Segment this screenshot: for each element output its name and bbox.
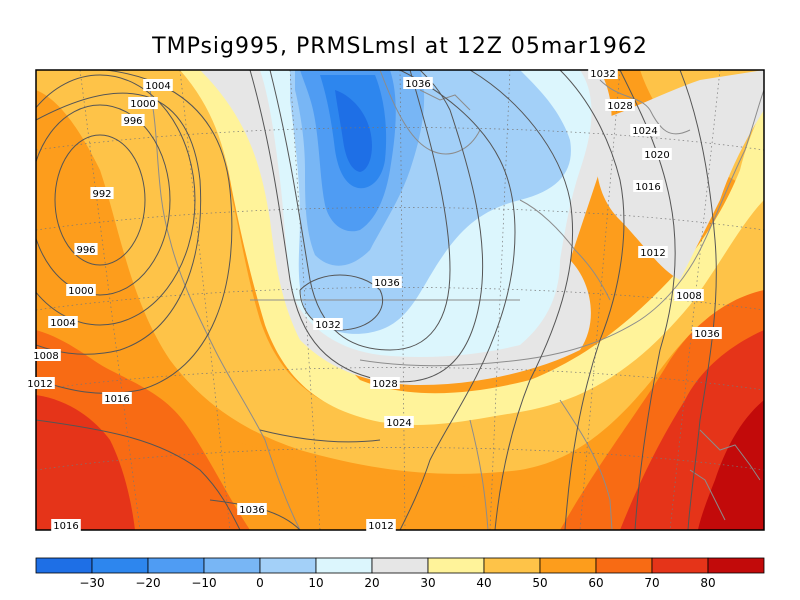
map-title: TMPsig995, PRMSLmsl at 12Z 05mar1962 xyxy=(152,34,648,59)
colorbar-bin xyxy=(35,557,93,574)
isobar-label: 1028 xyxy=(607,101,632,112)
colorbar-bin xyxy=(91,557,149,574)
colorbar-tick-label: −30 xyxy=(79,576,104,590)
colorbar-tick-label: 30 xyxy=(420,576,435,590)
colorbar-bin xyxy=(427,557,485,574)
colorbar-bin xyxy=(259,557,317,574)
isobar-label-bg xyxy=(403,77,433,89)
isobar-label-bg xyxy=(48,316,78,328)
isobar-label: 996 xyxy=(123,116,142,127)
isobar-label-bg xyxy=(638,246,668,258)
colorbar-bin xyxy=(707,557,765,574)
isobar-label-bg xyxy=(370,377,400,389)
colorbar-bin xyxy=(651,557,709,574)
isobar-label-bg xyxy=(384,416,414,428)
isobar-label: 1008 xyxy=(676,291,701,302)
isobar-label-bg xyxy=(143,79,173,91)
isobar-label-bg xyxy=(674,289,704,301)
isobar-label-bg xyxy=(90,187,114,199)
isobar-label-bg xyxy=(372,276,402,288)
isobar-label: 1032 xyxy=(315,320,340,331)
field-lightorange xyxy=(36,70,764,474)
isobar-label: 1016 xyxy=(635,182,660,193)
isobar-label-bg xyxy=(66,284,96,296)
isobar-label-bg xyxy=(51,519,81,531)
isobar-label: 1036 xyxy=(405,79,430,90)
colorbar-tick-label: 50 xyxy=(532,576,547,590)
isobar-labels: 1004 1000 996 992 996 1000 1004 1008 1012 1016 101… xyxy=(25,67,722,532)
colorbar-bin xyxy=(371,557,429,574)
colorbar-tick-label: −10 xyxy=(191,576,216,590)
field-coldest xyxy=(335,90,372,172)
colorbar-tick-label: 10 xyxy=(308,576,323,590)
isobar-label-bg xyxy=(237,503,267,515)
colorbar-tick-label: 70 xyxy=(644,576,659,590)
colorbar-bin xyxy=(539,557,597,574)
isobar-label: 1016 xyxy=(53,521,78,532)
isobars xyxy=(36,70,717,530)
colorbar-tick-label: 20 xyxy=(364,576,379,590)
isobar-label-bg xyxy=(121,114,145,126)
colorbar: −30 −20 −10 0 10 20 30 40 50 60 70 80 xyxy=(35,557,765,590)
isobar-label: 1008 xyxy=(33,351,58,362)
colorbar-tick-label: 0 xyxy=(256,576,264,590)
isobar-label: 1032 xyxy=(590,69,615,80)
isobar-label-bg xyxy=(633,180,663,192)
isobar-label-bg xyxy=(102,392,132,404)
field-west-red xyxy=(36,395,135,530)
isobar-label-bg xyxy=(74,243,98,255)
isobar-label: 992 xyxy=(92,189,111,200)
isobar-label-bg xyxy=(313,318,343,330)
colorbar-tick-label: 60 xyxy=(588,576,603,590)
isobar-label-bg xyxy=(692,327,722,339)
isobar-label: 1036 xyxy=(239,505,264,516)
isobar-label: 1012 xyxy=(27,379,52,390)
colorbar-bin xyxy=(147,557,205,574)
isobar-label: 1012 xyxy=(368,521,393,532)
field-ne-gray xyxy=(596,70,764,280)
isobar-label: 996 xyxy=(76,245,95,256)
colorbar-tick-label: −20 xyxy=(135,576,160,590)
colorbar-tick-label: 80 xyxy=(700,576,715,590)
isobar-label: 1016 xyxy=(104,394,129,405)
isobar-label: 1020 xyxy=(644,150,669,161)
field-gulf-orange xyxy=(200,430,540,530)
isobar-label: 1036 xyxy=(374,278,399,289)
field-east-deepred xyxy=(698,400,764,530)
isobar-label-bg xyxy=(366,519,396,531)
temperature-field xyxy=(36,70,764,530)
coastlines xyxy=(149,70,764,530)
colorbar-bin xyxy=(315,557,373,574)
isobar-label: 1024 xyxy=(386,418,411,429)
isobar-label-bg xyxy=(630,124,660,136)
colorbar-bin xyxy=(595,557,653,574)
plot-frame xyxy=(35,69,765,531)
isobar-label: 1028 xyxy=(372,379,397,390)
isobar-label-bg xyxy=(588,67,618,79)
isobar-label: 1000 xyxy=(130,99,155,110)
isobar-label: 1036 xyxy=(694,329,719,340)
isobar-label: 1004 xyxy=(145,81,170,92)
isobar-label: 1004 xyxy=(50,318,75,329)
isobar-label-bg xyxy=(128,97,158,109)
isobar-label-bg xyxy=(31,349,61,361)
isobar-label-bg xyxy=(642,148,672,160)
isobar-label: 1024 xyxy=(632,126,657,137)
colorbar-bin xyxy=(203,557,261,574)
isobar-label: 1000 xyxy=(68,286,93,297)
isobar-label: 1012 xyxy=(640,248,665,259)
isobar-label-bg xyxy=(605,99,635,111)
colorbar-tick-label: 40 xyxy=(476,576,491,590)
isobar-label-bg xyxy=(25,377,55,389)
colorbar-bin xyxy=(483,557,541,574)
